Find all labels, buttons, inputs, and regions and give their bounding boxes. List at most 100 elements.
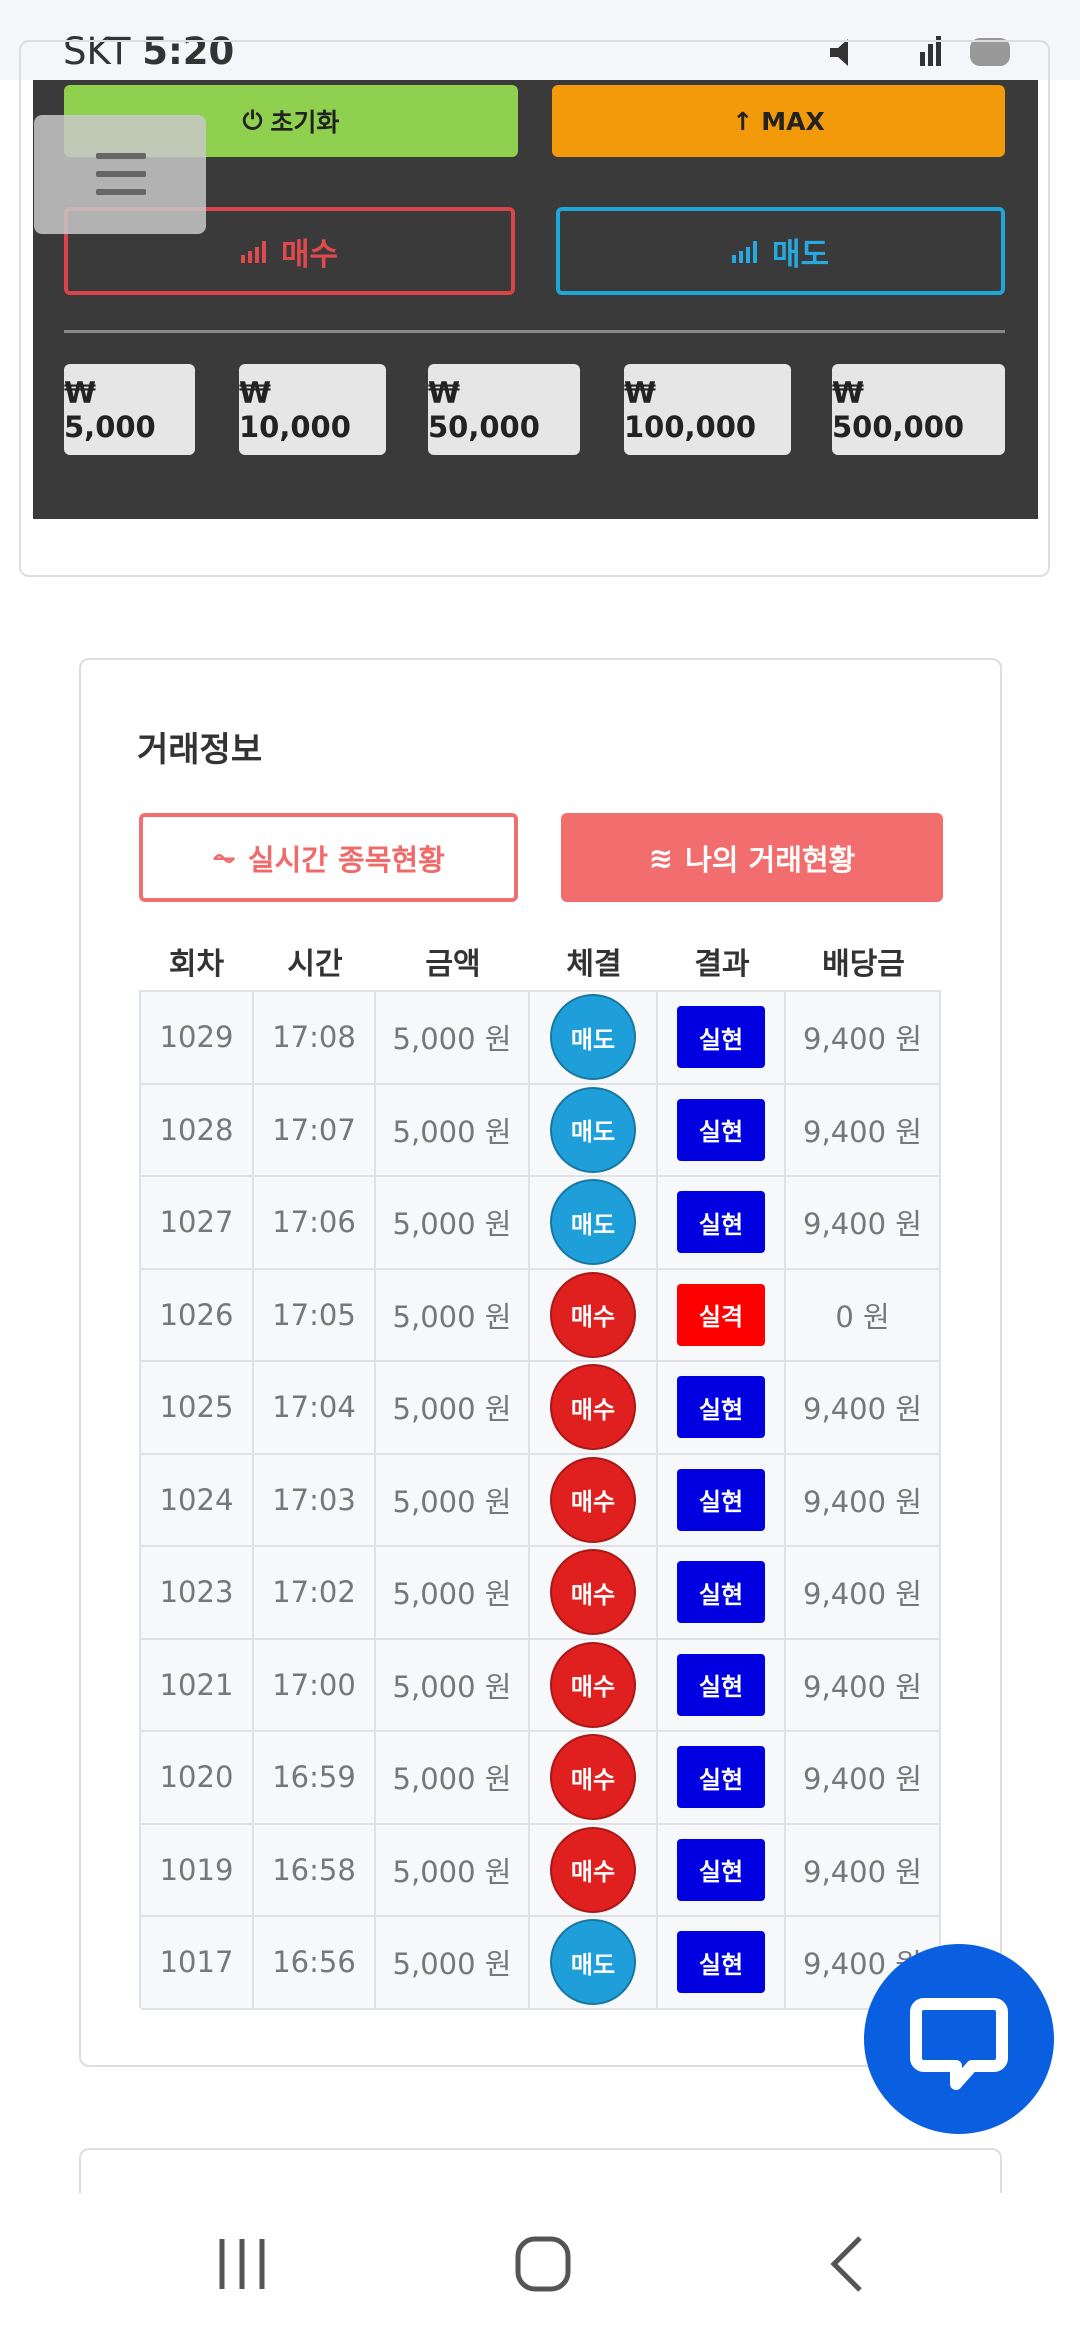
result-badge: 실현 <box>677 1561 765 1624</box>
pulse-icon: ⏦ <box>212 840 236 874</box>
table-cell: 실현 <box>658 1824 786 1917</box>
side-badge: 매도 <box>550 1919 636 2006</box>
chat-button[interactable] <box>862 1942 1056 2136</box>
nav-icons <box>219 2236 862 2292</box>
table-cell: 실현 <box>658 1362 786 1455</box>
side-badge: 매도 <box>550 1086 636 1173</box>
table-cell: 1028 <box>141 1084 254 1177</box>
amount-button[interactable]: ₩ 5,000 <box>64 364 195 455</box>
tab-label: 나의 거래현황 <box>685 842 856 877</box>
sell-label: 매도 <box>771 236 830 273</box>
trade-title: 거래정보 <box>137 730 263 770</box>
table-cell: 5,000 원 <box>376 1917 530 2010</box>
menu-overlay[interactable] <box>34 115 206 234</box>
table-cell: 17:08 <box>254 992 376 1085</box>
table-cell: 실격 <box>658 1269 786 1362</box>
table-cell: 매수 <box>530 1639 658 1732</box>
side-badge: 매수 <box>550 1549 636 1636</box>
carrier: SKT <box>63 30 131 73</box>
table-cell: 5,000 원 <box>376 992 530 1085</box>
table-cell: 매수 <box>530 1269 658 1362</box>
trade-card <box>79 658 1002 2067</box>
buy-button[interactable]: 매수 <box>64 207 515 295</box>
table-cell: 매수 <box>530 1824 658 1917</box>
result-badge: 실현 <box>677 1468 765 1531</box>
table-cell: 5,000 원 <box>376 1084 530 1177</box>
reset-label: 초기화 <box>270 108 340 137</box>
result-badge: 실격 <box>677 1283 765 1346</box>
table-cell: 16:58 <box>254 1824 376 1917</box>
result-badge: 실현 <box>677 1838 765 1901</box>
amount-button[interactable]: ₩ 500,000 <box>832 364 1005 455</box>
column-header: 회차 <box>168 947 225 982</box>
result-badge: 실현 <box>677 1191 765 1254</box>
result-badge: 실현 <box>677 1098 765 1161</box>
table-cell: 실현 <box>658 1547 786 1640</box>
table-cell: 0 원 <box>786 1269 941 1362</box>
side-badge: 매수 <box>550 1734 636 1821</box>
table-cell: 17:06 <box>254 1177 376 1270</box>
table-cell: 1020 <box>141 1732 254 1825</box>
table-cell: 1024 <box>141 1454 254 1547</box>
table-cell: 9,400 원 <box>786 1454 941 1547</box>
table-cell: 5,000 원 <box>376 1824 530 1917</box>
table-cell: 1026 <box>141 1269 254 1362</box>
tab-label: 실시간 종목현황 <box>247 842 445 877</box>
table-cell: 9,400 원 <box>786 1362 941 1455</box>
clock: 5:20 <box>142 30 235 73</box>
table-cell: 1029 <box>141 992 254 1085</box>
table-cell: 매도 <box>530 1177 658 1270</box>
table-cell: 매수 <box>530 1732 658 1825</box>
side-badge: 매수 <box>550 1271 636 1358</box>
table-cell: 실현 <box>658 1732 786 1825</box>
max-button[interactable]: ↑ MAX <box>552 85 1005 157</box>
table-cell: 5,000 원 <box>376 1269 530 1362</box>
home-button[interactable] <box>515 2236 571 2292</box>
table-cell: 매수 <box>530 1547 658 1640</box>
amount-button[interactable]: ₩ 100,000 <box>624 364 791 455</box>
table-cell: 9,400 원 <box>786 1639 941 1732</box>
amount-button[interactable]: ₩ 10,000 <box>239 364 386 455</box>
result-badge: 실현 <box>677 1746 765 1809</box>
table-cell: 실현 <box>658 1084 786 1177</box>
table-cell: 16:59 <box>254 1732 376 1825</box>
side-badge: 매도 <box>550 994 636 1081</box>
order-card <box>19 40 1050 577</box>
table-cell: 1021 <box>141 1639 254 1732</box>
table-cell: 17:04 <box>254 1362 376 1455</box>
table-cell: 5,000 원 <box>376 1454 530 1547</box>
table-cell: 9,400 원 <box>786 1177 941 1270</box>
table-cell: 매도 <box>530 1084 658 1177</box>
table-cell: 9,400 원 <box>786 1547 941 1640</box>
table-cell: 17:03 <box>254 1454 376 1547</box>
table-cell: 9,400 원 <box>786 1732 941 1825</box>
tab-realtime[interactable]: ⏦ 실시간 종목현황 <box>139 813 518 902</box>
column-header: 금액 <box>425 947 481 982</box>
divider <box>64 330 1005 333</box>
amount-button[interactable]: ₩ 50,000 <box>428 364 580 455</box>
side-badge: 매도 <box>550 1179 636 1266</box>
recent-button[interactable] <box>219 2239 265 2289</box>
result-badge: 실현 <box>677 1376 765 1439</box>
signal-icon <box>731 241 757 263</box>
column-header: 배당금 <box>822 947 905 982</box>
table-cell: 9,400 원 <box>786 1084 941 1177</box>
table-cell: 5,000 원 <box>376 1362 530 1455</box>
column-header: 결과 <box>694 947 750 982</box>
sell-button[interactable]: 매도 <box>556 207 1005 295</box>
tab-mine[interactable]: ≋ 나의 거래현황 <box>561 813 943 902</box>
column-header: 시간 <box>287 947 343 982</box>
buy-label: 매수 <box>280 236 339 273</box>
table-cell: 1027 <box>141 1177 254 1270</box>
result-badge: 실현 <box>677 1006 765 1069</box>
table-cell: 1023 <box>141 1547 254 1640</box>
next-card <box>79 2148 1002 2208</box>
max-label: MAX <box>761 106 825 136</box>
back-button[interactable] <box>830 2236 862 2292</box>
side-badge: 매수 <box>550 1364 636 1451</box>
table-cell: 매도 <box>530 1917 658 2010</box>
table-border <box>139 990 941 992</box>
table-cell: 17:07 <box>254 1084 376 1177</box>
